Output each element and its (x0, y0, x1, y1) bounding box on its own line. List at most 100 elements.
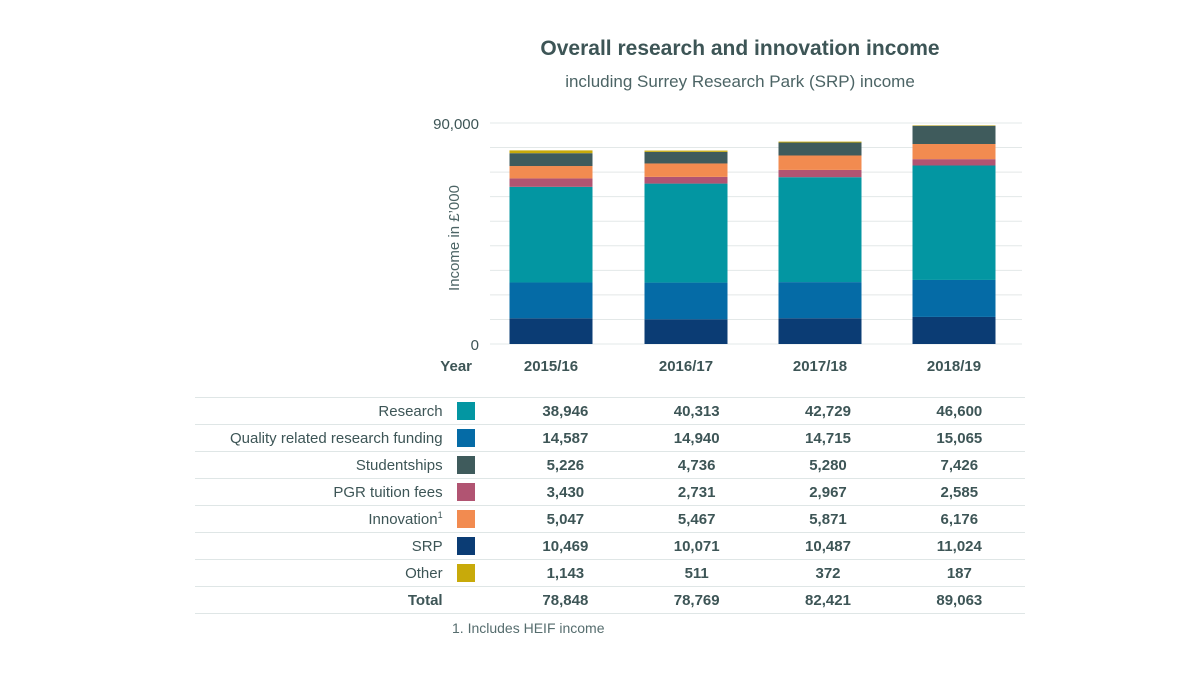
table-row: PGR tuition fees 3,430 2,731 2,967 2,585 (195, 478, 1025, 506)
table-cell: 2,585 (893, 478, 1025, 506)
legend-swatch (456, 483, 475, 501)
table-cell: 4,736 (631, 451, 763, 479)
y-tick-label-min: 0 (471, 337, 479, 354)
bar-segment-studentships-2018-19 (912, 125, 996, 144)
bar-segment-innovation-2016-17 (644, 163, 728, 177)
table-cell: 38,946 (499, 397, 632, 425)
legend-swatch-cell (442, 505, 500, 533)
total-cell: 89,063 (893, 586, 1025, 614)
legend-swatch-cell (442, 478, 500, 506)
legend-swatch (456, 510, 475, 528)
table-cell: 11,024 (893, 532, 1025, 560)
row-label: PGR tuition fees (195, 478, 443, 506)
table-cell: 14,715 (762, 424, 894, 452)
table-cell: 2,967 (762, 478, 894, 506)
category-labels: 2015/16 2016/17 2017/18 2018/19 (524, 358, 981, 375)
total-label: Total (195, 586, 443, 614)
bar-segment-other-2016-17 (644, 150, 728, 152)
table-cell: 46,600 (893, 397, 1025, 425)
x-tick-label: 2017/18 (793, 358, 847, 375)
row-label: Other (195, 559, 443, 587)
x-tick-label: 2015/16 (524, 358, 578, 375)
table-cell: 5,226 (499, 451, 632, 479)
x-tick-label: 2018/19 (927, 358, 981, 375)
bar-segment-research-2016-17 (644, 183, 728, 283)
table-total-row: Total 78,848 78,769 82,421 89,063 (195, 586, 1025, 614)
legend-swatch (456, 429, 475, 447)
row-label: Studentships (195, 451, 443, 479)
chart-title: Overall research and innovation income (540, 37, 940, 60)
legend-swatch-cell (442, 424, 500, 452)
bar-segment-quality-related-research-funding-2015-16 (509, 282, 593, 319)
table-cell: 511 (631, 559, 763, 587)
table-cell: 5,047 (499, 505, 632, 533)
bar-segment-research-2015-16 (509, 186, 593, 283)
legend-swatch-cell (442, 532, 500, 560)
row-label: Innovation1 (195, 505, 443, 533)
table-cell: 6,176 (893, 505, 1025, 533)
bar-segment-quality-related-research-funding-2018-19 (912, 279, 996, 317)
data-table: Research 38,946 40,313 42,729 46,600 Quality … (195, 397, 1025, 614)
bar-stacks (509, 125, 996, 344)
table-cell: 5,467 (631, 505, 763, 533)
table-cell: 14,587 (499, 424, 632, 452)
table-row: Research 38,946 40,313 42,729 46,600 (195, 397, 1025, 425)
chart-subtitle: including Surrey Research Park (SRP) inc… (565, 72, 915, 91)
total-cell: 78,848 (499, 586, 632, 614)
table-cell: 5,280 (762, 451, 894, 479)
table-row: SRP 10,469 10,071 10,487 11,024 (195, 532, 1025, 560)
table-cell: 10,071 (631, 532, 763, 560)
bar-segment-innovation-2015-16 (509, 166, 593, 179)
table-cell: 40,313 (631, 397, 763, 425)
bar-segment-pgr-tuition-fees-2017-18 (778, 169, 862, 178)
footnote-marker: 1 (437, 510, 443, 520)
table-cell: 1,143 (499, 559, 632, 587)
table-row: Innovation1 5,047 5,467 5,871 6,176 (195, 505, 1025, 533)
y-tick-label-max: 90,000 (433, 116, 479, 133)
bar-segment-pgr-tuition-fees-2015-16 (509, 178, 593, 187)
table-cell: 3,430 (499, 478, 632, 506)
table-row: Studentships 5,226 4,736 5,280 7,426 (195, 451, 1025, 479)
bar-segment-research-2018-19 (912, 165, 996, 280)
x-tick-label: 2016/17 (659, 358, 713, 375)
x-axis-label: Year (440, 358, 472, 375)
bar-segment-quality-related-research-funding-2017-18 (778, 282, 862, 319)
legend-swatch (456, 537, 475, 555)
bar-segment-research-2017-18 (778, 177, 862, 283)
legend-swatch-cell (442, 559, 500, 587)
table-cell: 15,065 (893, 424, 1025, 452)
bar-segment-studentships-2016-17 (644, 151, 728, 164)
table-cell: 7,426 (893, 451, 1025, 479)
table-row: Quality related research funding 14,587 14… (195, 424, 1025, 452)
bar-segment-srp-2017-18 (778, 318, 862, 344)
bar-segment-pgr-tuition-fees-2018-19 (912, 159, 996, 166)
table-row: Other 1,143 511 372 187 (195, 559, 1025, 587)
table-cell: 42,729 (762, 397, 894, 425)
bar-segment-pgr-tuition-fees-2016-17 (644, 176, 728, 184)
legend-swatch-cell (442, 586, 500, 614)
row-label: Quality related research funding (195, 424, 443, 452)
bar-segment-srp-2015-16 (509, 318, 593, 344)
table-cell: 10,487 (762, 532, 894, 560)
bar-segment-srp-2018-19 (912, 316, 996, 344)
bar-segment-studentships-2017-18 (778, 142, 862, 156)
total-cell: 78,769 (631, 586, 763, 614)
row-label: SRP (195, 532, 443, 560)
bar-segment-studentships-2015-16 (509, 153, 593, 167)
total-cell: 82,421 (762, 586, 894, 614)
table-cell: 372 (762, 559, 894, 587)
stacked-bar-chart: 90,000 0 Income in £’000 Year 2015/16 201… (433, 116, 1022, 375)
table-cell: 2,731 (631, 478, 763, 506)
bar-segment-srp-2016-17 (644, 319, 728, 344)
bar-segment-other-2015-16 (509, 150, 593, 154)
footnote: 1. Includes HEIF income (452, 620, 605, 636)
bar-segment-innovation-2017-18 (778, 155, 862, 170)
bar-segment-innovation-2018-19 (912, 143, 996, 160)
bar-segment-other-2017-18 (778, 141, 862, 143)
row-label: Research (195, 397, 443, 425)
legend-swatch (456, 402, 475, 420)
legend-swatch (456, 564, 475, 582)
legend-swatch-cell (442, 397, 500, 425)
table-cell: 14,940 (631, 424, 763, 452)
legend-swatch-cell (442, 451, 500, 479)
